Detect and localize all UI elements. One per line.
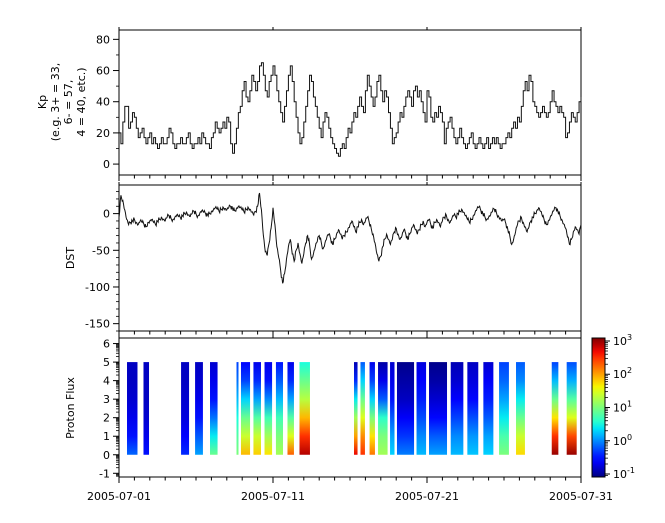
flux-stripe xyxy=(143,362,150,455)
colorbar-tick-label: 10-1 xyxy=(613,466,635,481)
kp-axis-title-line: Kp xyxy=(36,95,49,109)
flux-stripe xyxy=(299,362,310,455)
flux-stripe xyxy=(483,362,494,455)
flux-stripe xyxy=(287,362,294,455)
y-tick-label: 3 xyxy=(103,393,110,406)
kp-axis-title-line: 4 = 40, etc.) xyxy=(75,67,88,136)
y-tick-label: 40 xyxy=(96,96,110,109)
flux-stripe xyxy=(378,362,388,455)
flux-stripe xyxy=(416,362,427,455)
kp-frame xyxy=(118,29,582,176)
flux-stripe xyxy=(127,362,138,455)
kp-axis-title-line: (e.g. 3+ = 33, xyxy=(49,63,62,141)
kp-step-line xyxy=(119,62,582,157)
colorbar-tick-label: 103 xyxy=(613,333,632,348)
dst-frame xyxy=(118,184,582,332)
colorbar-tick-label: 100 xyxy=(613,433,632,448)
kp-axis-title-line: 6- = 57, xyxy=(62,80,75,125)
flux-stripe xyxy=(566,362,577,455)
proton-flux-axis-title: Proton Flux xyxy=(64,377,77,439)
colorbar xyxy=(591,337,606,478)
x-date-label: 2005-07-31 xyxy=(549,490,613,503)
y-tick-label: -100 xyxy=(85,281,110,294)
flux-stripe xyxy=(369,362,375,455)
flux-stripe xyxy=(210,362,218,455)
y-tick-label: 4 xyxy=(103,375,110,388)
proton_flux-panel xyxy=(113,335,582,483)
x-date-label: 2005-07-21 xyxy=(395,490,459,503)
y-tick-label: -1 xyxy=(99,467,110,480)
x-date-label: 2005-07-01 xyxy=(87,490,151,503)
y-tick-label: 0 xyxy=(103,208,110,221)
flux-stripe xyxy=(360,362,365,455)
colorbar-tick-label: 101 xyxy=(613,400,632,415)
x-date-label: 2005-07-11 xyxy=(241,490,305,503)
y-tick-label: 0 xyxy=(103,449,110,462)
y-tick-label: 5 xyxy=(103,356,110,369)
flux-stripe xyxy=(240,362,251,455)
flux-stripe xyxy=(195,362,203,455)
flux-stripe xyxy=(264,362,273,455)
flux-stripe xyxy=(450,362,464,455)
y-tick-label: 60 xyxy=(96,65,110,78)
dst-axis-title: DST xyxy=(64,247,77,269)
flux-stripe xyxy=(396,362,415,455)
flux-stripe xyxy=(390,362,395,455)
flux-stripe xyxy=(253,362,261,455)
y-tick-label: 80 xyxy=(96,33,110,46)
flux-stripe xyxy=(551,362,559,455)
y-tick-label: 1 xyxy=(103,430,110,443)
flux-stripe xyxy=(181,362,190,455)
dst-line xyxy=(118,192,582,284)
y-tick-label: 20 xyxy=(96,127,110,140)
y-tick-label: 0 xyxy=(103,158,110,171)
colorbar-tick-label: 102 xyxy=(613,366,632,381)
flux-stripe xyxy=(236,362,239,455)
y-tick-label: 6 xyxy=(103,338,110,351)
flux-stripe xyxy=(429,362,448,455)
kp-panel xyxy=(113,27,582,181)
y-tick-label: 2 xyxy=(103,412,110,425)
flux-stripe xyxy=(499,362,509,455)
flux-stripe xyxy=(467,362,479,455)
y-tick-label: -150 xyxy=(85,318,110,331)
dst-panel xyxy=(113,182,582,337)
flux-stripe xyxy=(275,362,284,455)
flux-stripe xyxy=(516,362,525,455)
flux-stripe xyxy=(354,362,358,455)
y-tick-label: -50 xyxy=(92,244,110,257)
